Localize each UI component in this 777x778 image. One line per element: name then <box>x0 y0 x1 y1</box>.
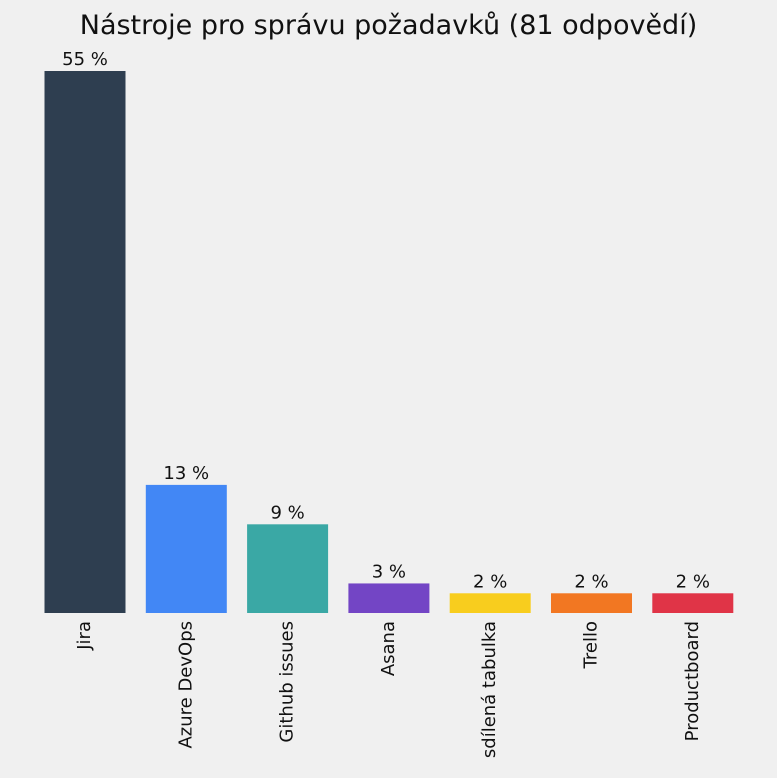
value-label: 13 % <box>163 463 209 484</box>
value-label: 2 % <box>676 571 710 592</box>
x-tick-label: sdílená tabulka <box>479 621 500 758</box>
value-labels-layer: 55 % 13 % 9 % 3 % 2 % 2 % 2 % <box>62 49 710 592</box>
bar-sdílená-tabulka <box>449 593 531 613</box>
x-tick-label: Azure DevOps <box>175 621 196 749</box>
value-label: 3 % <box>372 561 406 582</box>
x-tick-label: Github issues <box>277 621 298 743</box>
x-tick-label: Productboard <box>682 621 703 741</box>
x-tick-label: Trello <box>581 621 602 669</box>
bar-github-issues <box>247 524 329 613</box>
bar-jira <box>44 71 126 613</box>
bar-productboard <box>652 593 734 613</box>
x-tick-label: Jira <box>74 621 95 651</box>
x-tick-label: Asana <box>378 621 399 676</box>
bar-azure-devops <box>145 484 227 613</box>
value-label: 9 % <box>270 502 304 523</box>
value-label: 55 % <box>62 49 108 70</box>
x-tick-labels-layer: Jira Azure DevOps Github issues Asana sdílen… <box>74 621 703 758</box>
bars-layer <box>44 71 734 613</box>
bar-asana <box>348 583 430 613</box>
chart-title: Nástroje pro správu požadavků (81 odpově… <box>80 10 697 41</box>
value-label: 2 % <box>574 571 608 592</box>
value-label: 2 % <box>473 571 507 592</box>
bar-trello <box>551 593 632 613</box>
